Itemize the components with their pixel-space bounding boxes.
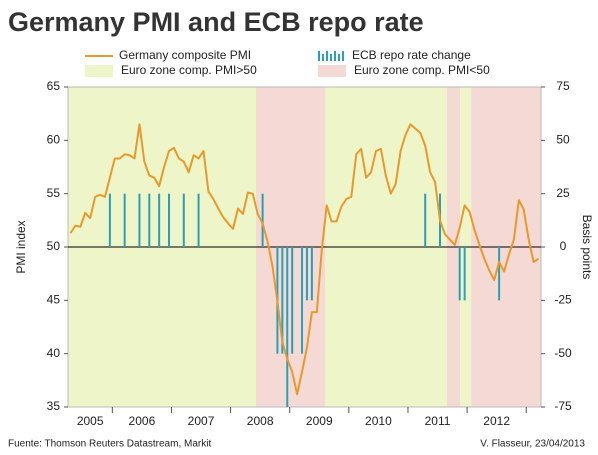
legend-swatch — [330, 54, 332, 61]
legend-swatch — [326, 51, 328, 61]
y2-tick-label: 0 — [560, 239, 567, 253]
bar — [498, 247, 501, 301]
credit: V. Flasseur, 23/04/2013 — [480, 439, 585, 450]
y2-axis-label: Basis points — [580, 215, 594, 280]
bar — [108, 193, 111, 247]
legend-swatch — [322, 54, 324, 61]
bar — [463, 247, 466, 301]
bar — [301, 247, 304, 354]
bar — [424, 193, 427, 247]
legend-label: Euro zone comp. PMI<50 — [354, 63, 490, 77]
bar — [148, 193, 151, 247]
legend-label: ECB repo rate change — [352, 48, 471, 62]
x-tick-label: 2007 — [188, 414, 215, 428]
bar — [458, 247, 461, 301]
bar — [286, 247, 289, 407]
x-tick-label: 2006 — [129, 414, 156, 428]
y2-tick-label: 50 — [556, 133, 570, 147]
legend-label: Euro zone comp. PMI>50 — [121, 63, 257, 77]
bar — [310, 247, 313, 301]
y2-tick-label: -75 — [554, 399, 572, 413]
legend-swatch — [342, 51, 344, 61]
x-tick-label: 2012 — [483, 414, 510, 428]
chart-title: Germany PMI and ECB repo rate — [8, 7, 424, 37]
bar — [281, 247, 284, 354]
y2-tick-label: -50 — [554, 346, 572, 360]
y-tick-label: 55 — [47, 186, 61, 200]
bar — [138, 193, 141, 247]
x-tick-label: 2011 — [425, 414, 451, 428]
bar — [158, 193, 161, 247]
bar — [197, 193, 200, 247]
y-tick-label: 50 — [47, 239, 61, 253]
x-tick-label: 2010 — [365, 414, 392, 428]
y2-tick-label: -25 — [554, 293, 572, 307]
y-axis-label: PMI index — [14, 220, 28, 273]
legend-swatch — [318, 51, 320, 61]
legend-swatch — [318, 65, 346, 77]
legend-swatch — [85, 65, 113, 77]
y-tick-label: 60 — [47, 133, 61, 147]
y-tick-label: 40 — [47, 346, 61, 360]
legend-swatch — [334, 51, 336, 61]
x-tick-label: 2008 — [247, 414, 274, 428]
bar — [182, 193, 185, 247]
legend-swatch — [338, 54, 340, 61]
bar — [261, 193, 264, 247]
legend-label: Germany composite PMI — [119, 48, 251, 62]
x-tick-label: 2009 — [306, 414, 333, 428]
bar — [123, 193, 126, 247]
y-tick-label: 65 — [47, 79, 61, 93]
y-tick-label: 45 — [47, 293, 61, 307]
source: Fuente: Thomson Reuters Datastream, Mark… — [8, 439, 211, 450]
y-tick-label: 35 — [47, 399, 61, 413]
bar — [168, 193, 171, 247]
y2-tick-label: 75 — [556, 79, 570, 93]
bar — [305, 247, 308, 301]
bar — [291, 247, 294, 354]
line — [69, 123, 540, 396]
x-tick-label: 2005 — [77, 414, 104, 428]
y2-tick-label: 25 — [556, 186, 570, 200]
